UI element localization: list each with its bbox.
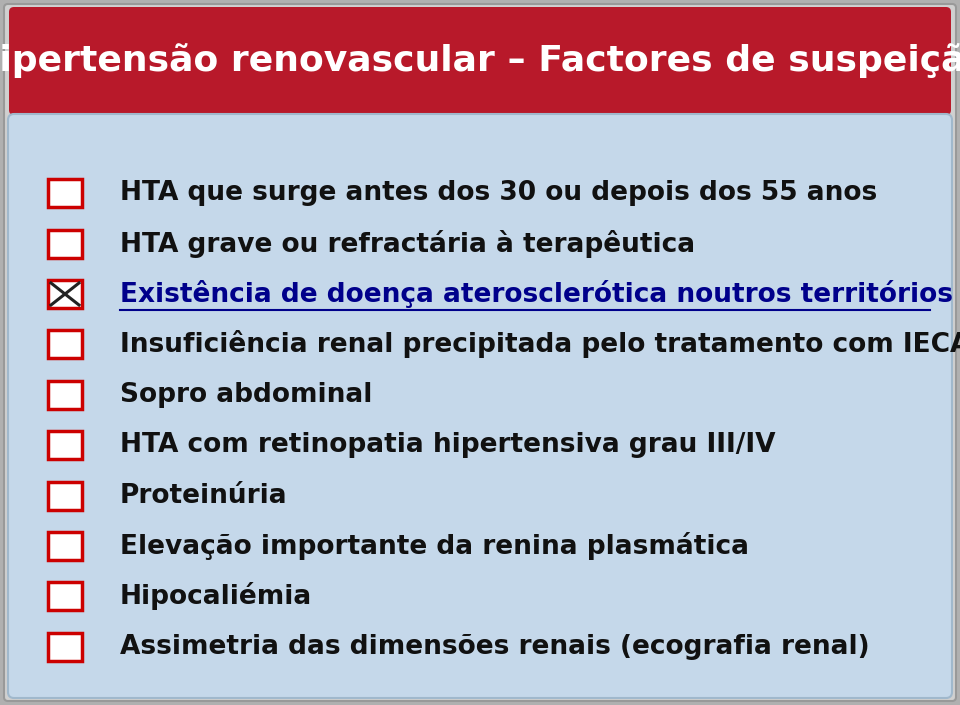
Text: HTA que surge antes dos 30 ou depois dos 55 anos: HTA que surge antes dos 30 ou depois dos…: [120, 180, 877, 206]
Bar: [48, 381, 82, 409]
Text: Sopro abdominal: Sopro abdominal: [120, 382, 372, 407]
Text: Proteinúria: Proteinúria: [120, 483, 288, 508]
Text: Elevação importante da renina plasmática: Elevação importante da renina plasmática: [120, 532, 749, 560]
Bar: [48, 633, 82, 661]
Bar: [48, 230, 82, 257]
Bar: [48, 482, 82, 510]
Text: Assimetria das dimensões renais (ecografia renal): Assimetria das dimensões renais (ecograf…: [120, 634, 870, 660]
Text: HTA com retinopatia hipertensiva grau III/IV: HTA com retinopatia hipertensiva grau II…: [120, 432, 776, 458]
FancyBboxPatch shape: [8, 114, 952, 698]
Bar: [48, 532, 82, 560]
Bar: [48, 582, 82, 611]
Bar: [48, 431, 82, 459]
Bar: [48, 331, 82, 358]
FancyBboxPatch shape: [4, 4, 956, 701]
Text: HTA grave ou refractária à terapêutica: HTA grave ou refractária à terapêutica: [120, 230, 695, 257]
Text: Existência de doença aterosclerótica noutros territórios: Existência de doença aterosclerótica nou…: [120, 280, 953, 308]
Bar: [48, 179, 82, 207]
FancyBboxPatch shape: [9, 7, 951, 115]
Bar: [48, 280, 82, 308]
Text: Hipertensão renovascular – Factores de suspeição: Hipertensão renovascular – Factores de s…: [0, 44, 960, 78]
Text: Insuficiência renal precipitada pelo tratamento com IECA: Insuficiência renal precipitada pelo tra…: [120, 331, 960, 358]
Text: Hipocaliémia: Hipocaliémia: [120, 582, 312, 611]
